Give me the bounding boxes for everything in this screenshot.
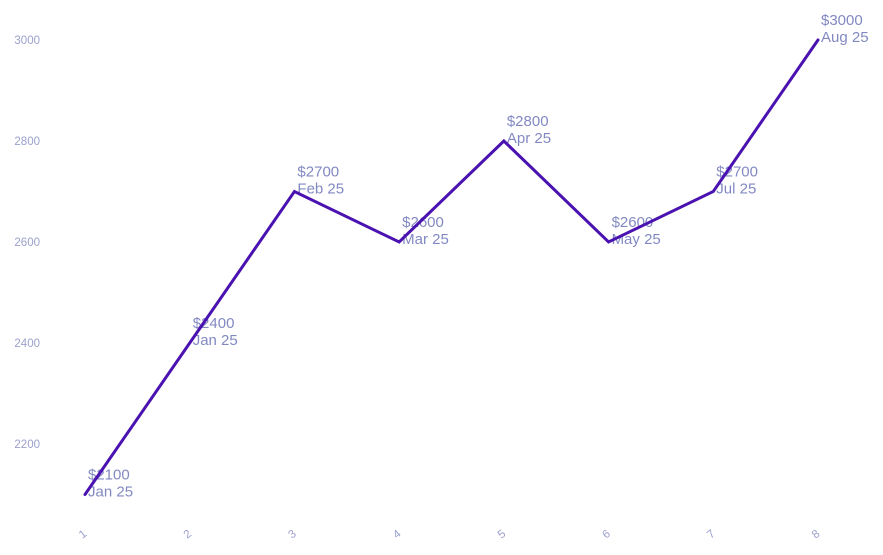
y-tick-label: 3000 <box>14 35 40 47</box>
y-tick-label: 2600 <box>14 237 40 249</box>
x-tick-label: 8 <box>810 528 822 541</box>
point-label-date: Jan 25 <box>193 332 238 349</box>
point-label-date: Feb 25 <box>297 181 344 198</box>
x-tick-label: 7 <box>705 528 717 541</box>
point-label: $2700 Jul 25 <box>716 164 758 198</box>
point-label: $2400 Jan 25 <box>193 315 238 349</box>
point-label-price: $2600 <box>402 214 444 231</box>
point-label-date: Apr 25 <box>507 130 551 147</box>
point-label-price: $2100 <box>88 467 130 484</box>
point-label-date: May 25 <box>612 231 661 248</box>
y-tick-label: 2800 <box>14 136 40 148</box>
point-label: $2800 Apr 25 <box>507 113 551 147</box>
x-tick-label: 1 <box>77 528 89 541</box>
point-label: $3000 Aug 25 <box>821 12 869 46</box>
y-tick-label: 2400 <box>14 338 40 350</box>
point-label: $2700 Feb 25 <box>297 164 344 198</box>
point-label-price: $2700 <box>716 164 758 181</box>
point-label-price: $2800 <box>507 113 549 130</box>
y-tick-label: 2200 <box>14 439 40 451</box>
x-tick-label: 4 <box>391 528 404 542</box>
price-line <box>83 38 820 496</box>
point-label-price: $3000 <box>821 12 863 29</box>
point-label-date: Jan 25 <box>88 484 133 501</box>
x-tick-label: 5 <box>496 528 508 541</box>
point-label-date: Jul 25 <box>716 181 756 198</box>
point-label-date: Mar 25 <box>402 231 449 248</box>
point-label: $2100 Jan 25 <box>88 467 133 501</box>
x-tick-label: 3 <box>286 528 298 541</box>
x-tick-label: 6 <box>601 528 613 541</box>
point-label: $2600 Mar 25 <box>402 214 449 248</box>
point-label-price: $2700 <box>297 164 339 181</box>
x-tick-label: 2 <box>182 528 194 541</box>
point-label-price: $2400 <box>193 315 235 332</box>
point-label-date: Aug 25 <box>821 29 869 46</box>
